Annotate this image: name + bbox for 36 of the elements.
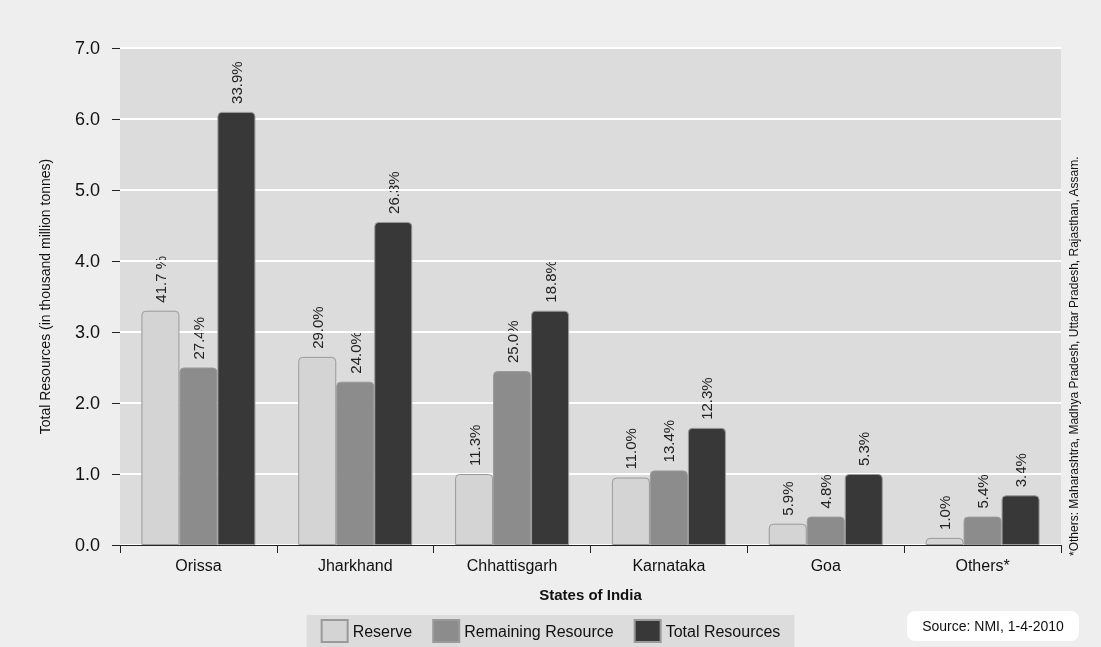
y-tick-label: 7.0 (74, 38, 100, 58)
y-tick-label: 0.0 (74, 535, 100, 555)
annotation: 5.9% (779, 481, 797, 516)
y-tick-label: 2.0 (74, 393, 100, 413)
annotation: 11.3% (465, 424, 483, 466)
y-tick-label: 1.0 (74, 464, 100, 484)
annotation: 33.9% (227, 61, 245, 104)
y-tick-label: 3.0 (74, 322, 100, 342)
x-tick-label: Orissa (175, 556, 222, 574)
x-tick-label: Goa (810, 556, 841, 574)
y-tick-label: 6.0 (74, 109, 100, 129)
annotation: 3.4% (1012, 453, 1030, 488)
y-tick-label: 4.0 (74, 251, 100, 271)
legend-label: Total Resources (665, 622, 781, 640)
x-tick-label: Karnataka (632, 556, 706, 574)
y-axis-title: Total Resources (in thousand million tonnes) (37, 158, 53, 435)
annotation: 29.0% (308, 306, 326, 349)
x-tick-label: Chhattisgarh (466, 556, 558, 574)
source-note: Source: NMI, 1-4-2010 (922, 618, 1065, 634)
x-tick-label: Jharkhand (317, 556, 393, 574)
legend-label: Remaining Resource (464, 622, 614, 640)
annotation: 1.0% (936, 495, 954, 530)
y-tick-label: 5.0 (74, 180, 100, 200)
legend-label: Reserve (352, 622, 413, 640)
x-axis-title: States of India (539, 586, 643, 603)
annotation: 5.3% (855, 431, 873, 466)
text: *Others: Maharashtra, Madhya Pradesh, Uttar Pradesh, Rajasthan, Assam. (1067, 156, 1081, 556)
annotation: 5.4% (974, 474, 992, 509)
annotation: 24.0% (346, 331, 364, 374)
annotation: 13.4% (660, 419, 678, 463)
annotation: 11.0% (622, 428, 640, 470)
annotation: 4.8% (817, 474, 835, 509)
annotation: 18.8% (541, 260, 559, 303)
annotation: 12.3% (698, 377, 716, 420)
x-tick-label: Others* (955, 556, 1010, 574)
annotation: 25.0% (503, 320, 521, 364)
